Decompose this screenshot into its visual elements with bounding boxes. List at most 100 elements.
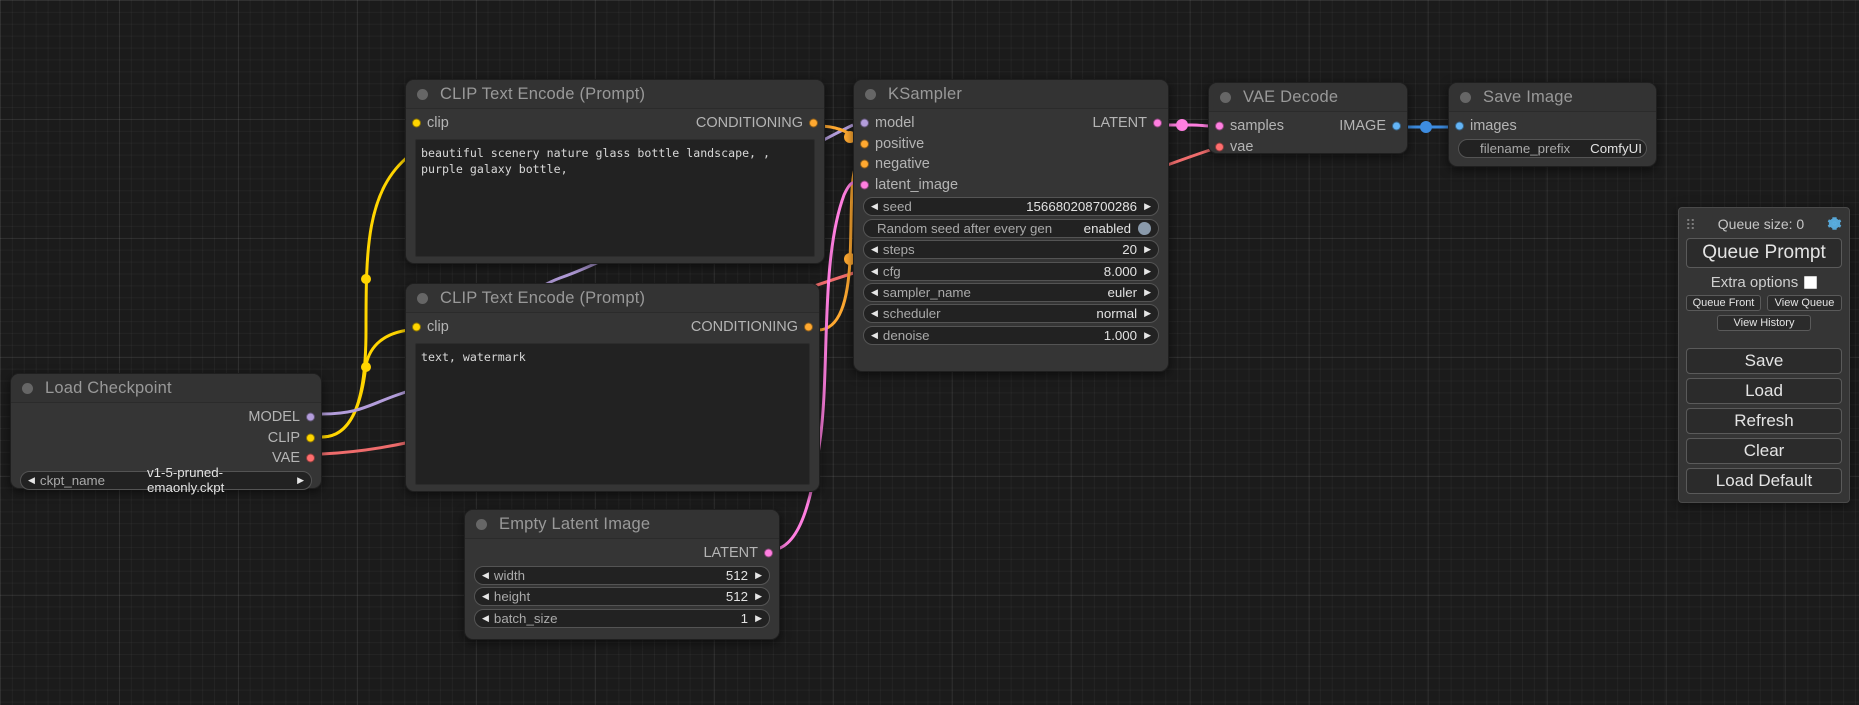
widget-seed[interactable]: ◀ seed 156680208700286 ▶ [863, 197, 1159, 217]
node-save-image[interactable]: Save Image images filename_prefix ComfyU… [1448, 82, 1657, 167]
negative-input-dot[interactable] [860, 159, 869, 169]
next-arrow-icon[interactable]: ▶ [1144, 308, 1151, 319]
link-dot-clip-a [361, 274, 371, 284]
widget-label: seed [882, 199, 912, 215]
widget-batch-size[interactable]: ◀ batch_size 1 ▶ [474, 608, 770, 628]
view-queue-button[interactable]: View Queue [1767, 295, 1842, 311]
clear-button[interactable]: Clear [1686, 438, 1842, 464]
latent-output-dot[interactable] [1153, 118, 1162, 128]
latent-output-dot[interactable] [764, 548, 773, 558]
widget-denoise[interactable]: ◀ denoise 1.000 ▶ [863, 325, 1159, 345]
widget-cfg[interactable]: ◀ cfg 8.000 ▶ [863, 261, 1159, 281]
comfy-menu-panel[interactable]: Queue size: 0 Queue Prompt Extra options… [1678, 207, 1850, 503]
widget-width[interactable]: ◀ width 512 ▶ [474, 565, 770, 585]
slot-row-samples: samples IMAGE [1209, 116, 1407, 137]
collapse-dot-icon[interactable] [476, 518, 487, 530]
clip-input-dot[interactable] [412, 322, 421, 332]
clip-input-dot[interactable] [412, 118, 421, 128]
load-default-button[interactable]: Load Default [1686, 468, 1842, 494]
gear-icon[interactable] [1827, 216, 1842, 231]
model-input-dot[interactable] [860, 118, 869, 128]
vae-output-dot[interactable] [306, 453, 315, 463]
save-button[interactable]: Save [1686, 348, 1842, 374]
slot-row-negative: negative [854, 154, 1168, 175]
node-title-bar[interactable]: CLIP Text Encode (Prompt) [406, 80, 824, 109]
drag-grip-icon[interactable] [1686, 217, 1695, 230]
collapse-dot-icon[interactable] [417, 292, 428, 304]
node-clip-text-encode-positive[interactable]: CLIP Text Encode (Prompt) clip CONDITION… [405, 79, 825, 264]
input-label-latent-image: latent_image [875, 176, 959, 193]
refresh-button[interactable]: Refresh [1686, 408, 1842, 434]
increment-arrow-icon[interactable]: ▶ [755, 612, 762, 623]
menu-header: Queue size: 0 [1686, 214, 1842, 233]
positive-input-dot[interactable] [860, 139, 869, 149]
view-history-button[interactable]: View History [1717, 315, 1811, 331]
next-arrow-icon[interactable]: ▶ [297, 474, 304, 485]
widget-scheduler[interactable]: ◀ scheduler normal ▶ [863, 304, 1159, 324]
previous-arrow-icon[interactable]: ◀ [28, 474, 35, 485]
widget-value: ComfyUI [1590, 140, 1642, 156]
widget-label: batch_size [493, 610, 558, 626]
load-button[interactable]: Load [1686, 378, 1842, 404]
node-empty-latent-image[interactable]: Empty Latent Image LATENT ◀ width 512 ▶ … [464, 509, 780, 640]
collapse-dot-icon[interactable] [417, 88, 428, 100]
model-output-dot[interactable] [306, 412, 315, 422]
increment-arrow-icon[interactable]: ▶ [1144, 201, 1151, 212]
widget-filename-prefix[interactable]: filename_prefix ComfyUI [1458, 138, 1647, 158]
queue-prompt-button[interactable]: Queue Prompt [1686, 238, 1842, 268]
widget-sampler-name[interactable]: ◀ sampler_name euler ▶ [863, 282, 1159, 302]
increment-arrow-icon[interactable]: ▶ [755, 591, 762, 602]
node-title-bar[interactable]: Save Image [1449, 83, 1656, 112]
next-arrow-icon[interactable]: ▶ [1144, 286, 1151, 297]
widget-steps[interactable]: ◀ steps 20 ▶ [863, 240, 1159, 260]
decrement-arrow-icon[interactable]: ◀ [871, 201, 878, 212]
decrement-arrow-icon[interactable]: ◀ [482, 612, 489, 623]
output-label-conditioning: CONDITIONING [690, 319, 798, 336]
decrement-arrow-icon[interactable]: ◀ [482, 591, 489, 602]
increment-arrow-icon[interactable]: ▶ [1144, 329, 1151, 340]
node-clip-text-encode-negative[interactable]: CLIP Text Encode (Prompt) clip CONDITION… [405, 283, 820, 492]
samples-input-dot[interactable] [1215, 121, 1224, 131]
decrement-arrow-icon[interactable]: ◀ [482, 569, 489, 580]
clip-output-dot[interactable] [306, 433, 315, 443]
widget-height[interactable]: ◀ height 512 ▶ [474, 587, 770, 607]
increment-arrow-icon[interactable]: ▶ [755, 569, 762, 580]
vae-input-dot[interactable] [1215, 142, 1224, 152]
prompt-textarea[interactable]: text, watermark [415, 342, 810, 485]
node-title-bar[interactable]: CLIP Text Encode (Prompt) [406, 284, 819, 313]
collapse-dot-icon[interactable] [22, 382, 33, 394]
previous-arrow-icon[interactable]: ◀ [871, 286, 878, 297]
slot-row-images: images [1449, 116, 1656, 137]
collapse-dot-icon[interactable] [1220, 91, 1231, 103]
latent-image-input-dot[interactable] [860, 180, 869, 190]
collapse-dot-icon[interactable] [1460, 91, 1471, 103]
output-label-vae: VAE [272, 450, 300, 467]
node-title-bar[interactable]: VAE Decode [1209, 83, 1407, 112]
previous-arrow-icon[interactable]: ◀ [871, 308, 878, 319]
extra-options-checkbox[interactable] [1804, 276, 1818, 289]
decrement-arrow-icon[interactable]: ◀ [871, 329, 878, 340]
decrement-arrow-icon[interactable]: ◀ [871, 244, 878, 255]
toggle-knob-icon[interactable] [1138, 221, 1151, 235]
node-ksampler[interactable]: KSampler model LATENT positive negative … [853, 79, 1169, 372]
node-vae-decode[interactable]: VAE Decode samples IMAGE vae [1208, 82, 1408, 155]
conditioning-output-dot[interactable] [809, 118, 818, 128]
widget-random-seed-toggle[interactable]: Random seed after every gen enabled [863, 218, 1159, 238]
node-title-bar[interactable]: KSampler [854, 80, 1168, 109]
node-body: images filename_prefix ComfyUI [1449, 112, 1656, 166]
node-title-bar[interactable]: Empty Latent Image [465, 510, 779, 539]
images-input-dot[interactable] [1455, 121, 1464, 131]
widget-ckpt-name[interactable]: ◀ ckpt_name v1-5-pruned-emaonly.ckpt ▶ [20, 465, 312, 495]
node-load-checkpoint[interactable]: Load Checkpoint MODEL CLIP VAE ◀ ckpt_na… [10, 373, 322, 495]
increment-arrow-icon[interactable]: ▶ [1144, 244, 1151, 255]
queue-front-button[interactable]: Queue Front [1686, 295, 1761, 311]
conditioning-output-dot[interactable] [804, 322, 813, 332]
prompt-textarea[interactable]: beautiful scenery nature glass bottle la… [415, 138, 815, 257]
node-title-bar[interactable]: Load Checkpoint [11, 374, 321, 403]
increment-arrow-icon[interactable]: ▶ [1144, 265, 1151, 276]
decrement-arrow-icon[interactable]: ◀ [871, 265, 878, 276]
output-label-image: IMAGE [1339, 118, 1386, 135]
collapse-dot-icon[interactable] [865, 88, 876, 100]
image-output-dot[interactable] [1392, 121, 1401, 131]
